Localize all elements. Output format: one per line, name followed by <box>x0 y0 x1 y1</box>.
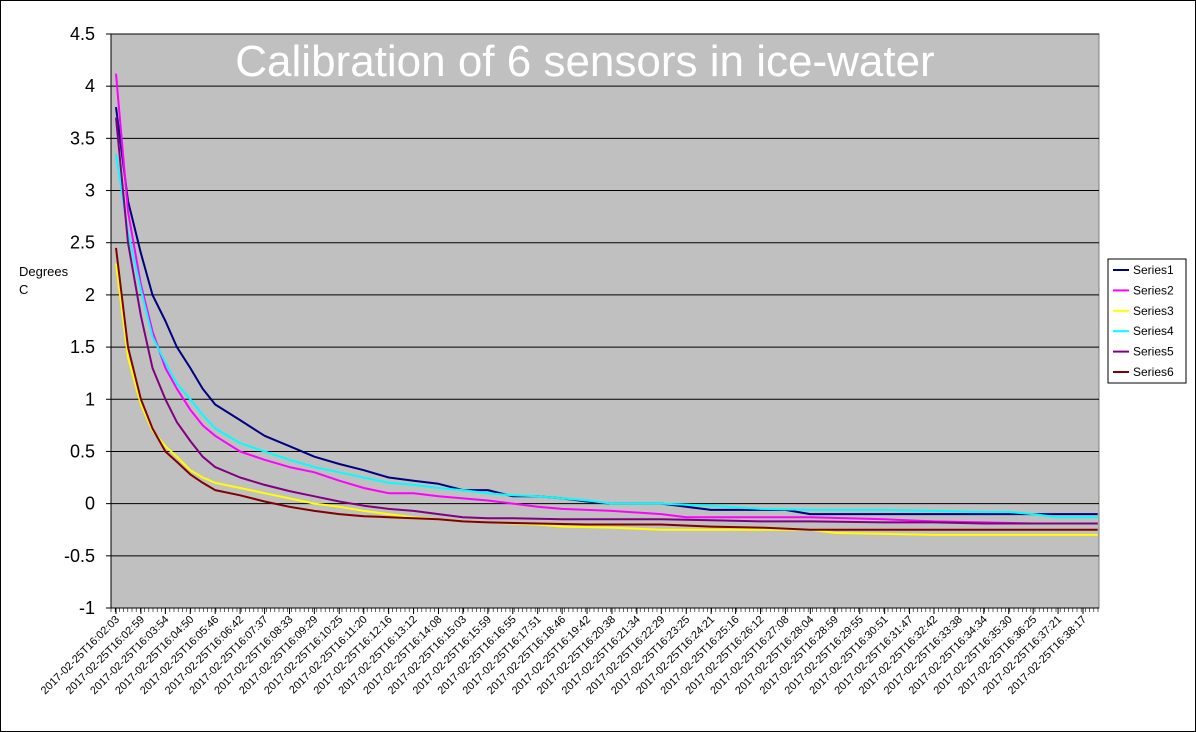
legend-entry: Series4 <box>1133 324 1174 338</box>
y-tick-label: -0.5 <box>64 546 95 566</box>
y-tick-label: -1 <box>79 598 95 618</box>
y-tick-label: 2 <box>85 285 95 305</box>
legend-entry: Series2 <box>1133 283 1174 297</box>
y-tick-label: 0.5 <box>70 441 95 461</box>
y-tick-label: 4.5 <box>70 24 95 44</box>
legend-box <box>1107 258 1187 384</box>
legend-entry: Series1 <box>1133 263 1174 277</box>
axes: -1-0.500.511.522.533.544.52017-02-25T16:… <box>39 24 1099 697</box>
plot-area <box>110 33 1100 609</box>
y-tick-label: 3.5 <box>70 128 95 148</box>
y-tick-label: 0 <box>85 494 95 514</box>
series-line-4 <box>115 153 1098 519</box>
y-axis-label-line-1: Degrees <box>19 264 69 279</box>
chart-title: Calibration of 6 sensors in ice-water <box>235 37 934 86</box>
series-lines <box>115 73 1098 536</box>
y-axis-label-line-2: C <box>19 282 28 297</box>
series-line-2 <box>115 73 1098 525</box>
y-tick-label: 1 <box>85 389 95 409</box>
legend-entry: Series3 <box>1133 304 1174 318</box>
legend-entry: Series5 <box>1133 345 1174 359</box>
series-line-5 <box>115 117 1098 525</box>
series-line-1 <box>115 106 1098 516</box>
series-line-6 <box>115 247 1098 531</box>
y-tick-label: 3 <box>85 181 95 201</box>
y-tick-label: 2.5 <box>70 233 95 253</box>
legend: Series1 Series2 Series3 Series4 Series5 Serie… <box>1107 258 1187 384</box>
y-tick-label: 1.5 <box>70 337 95 357</box>
y-tick-label: 4 <box>85 76 95 96</box>
legend-entry: Series6 <box>1133 365 1174 379</box>
